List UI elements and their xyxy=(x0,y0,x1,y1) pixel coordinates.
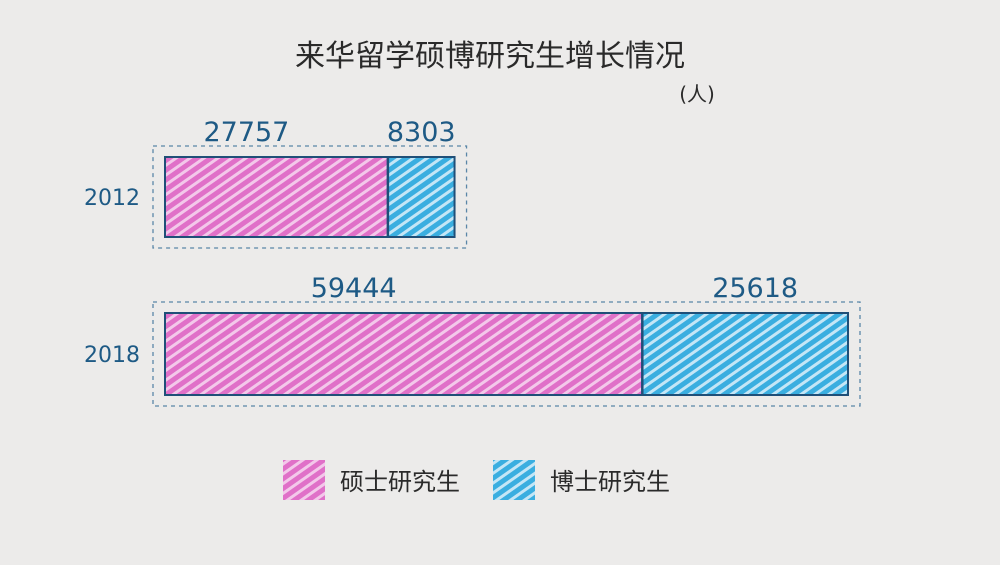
category-label: 2012 xyxy=(84,186,140,211)
chart-title: 来华留学硕博研究生增长情况 xyxy=(295,39,685,74)
data-label: 25618 xyxy=(712,273,798,304)
legend-swatch xyxy=(493,460,535,500)
bar-outline xyxy=(164,312,849,396)
data-label: 27757 xyxy=(203,117,289,148)
bar-outline xyxy=(164,156,456,238)
legend-swatch xyxy=(283,460,325,500)
bar-group-frame xyxy=(152,301,861,407)
data-label: 8303 xyxy=(387,117,456,148)
bar-segment xyxy=(387,157,455,237)
unit-label: (人) xyxy=(679,82,715,106)
legend-label: 博士研究生 xyxy=(550,468,670,496)
bar-segment xyxy=(165,157,388,237)
bar-segment xyxy=(642,313,848,395)
bar-segment xyxy=(165,313,643,395)
data-label: 59444 xyxy=(311,273,397,304)
category-label: 2018 xyxy=(84,343,140,368)
legend-label: 硕士研究生 xyxy=(340,468,460,496)
